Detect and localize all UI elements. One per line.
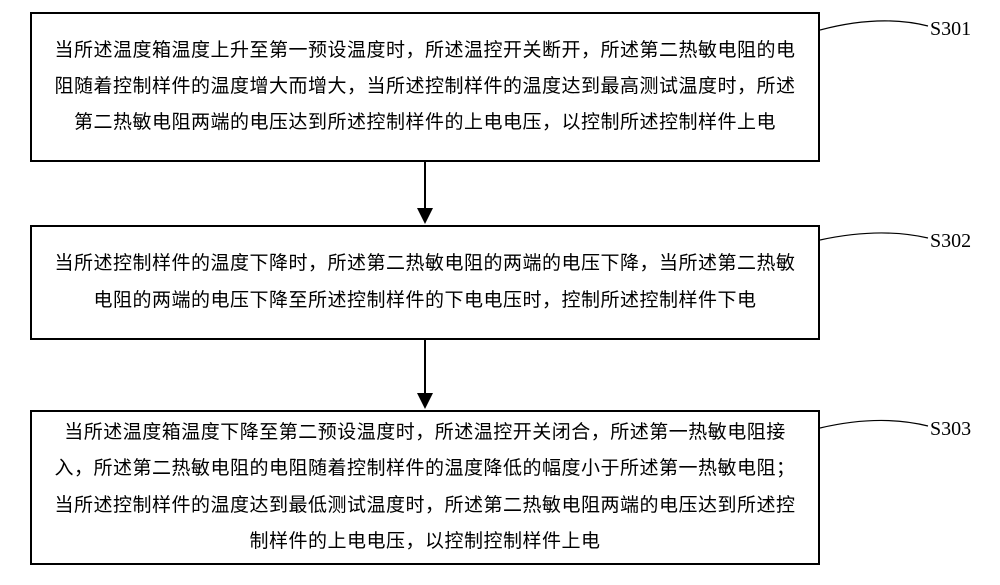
flow-node-1-label: S301	[930, 18, 971, 41]
leader-line-3	[820, 410, 930, 440]
flow-node-1: 当所述温度箱温度上升至第一预设温度时，所述温控开关断开，所述第二热敏电阻的电阻随…	[30, 12, 820, 162]
flow-node-2-text: 当所述控制样件的温度下降时，所述第二热敏电阻的两端的电压下降，当所述第二热敏电阻…	[50, 246, 800, 318]
flowchart-canvas: 当所述温度箱温度上升至第一预设温度时，所述温控开关断开，所述第二热敏电阻的电阻随…	[0, 0, 1000, 585]
flow-node-2-label: S302	[930, 230, 971, 253]
flow-arrow-1	[411, 162, 439, 226]
flow-node-1-text: 当所述温度箱温度上升至第一预设温度时，所述温控开关断开，所述第二热敏电阻的电阻随…	[50, 33, 800, 141]
flow-node-2: 当所述控制样件的温度下降时，所述第二热敏电阻的两端的电压下降，当所述第二热敏电阻…	[30, 225, 820, 340]
flow-node-3-label: S303	[930, 418, 971, 441]
flow-arrow-2	[411, 340, 439, 411]
leader-line-2	[820, 225, 930, 255]
leader-line-1	[820, 12, 930, 42]
flow-node-3-text: 当所述温度箱温度下降至第二预设温度时，所述温控开关闭合，所述第一热敏电阻接入，所…	[50, 415, 800, 559]
flow-node-3: 当所述温度箱温度下降至第二预设温度时，所述温控开关闭合，所述第一热敏电阻接入，所…	[30, 410, 820, 565]
